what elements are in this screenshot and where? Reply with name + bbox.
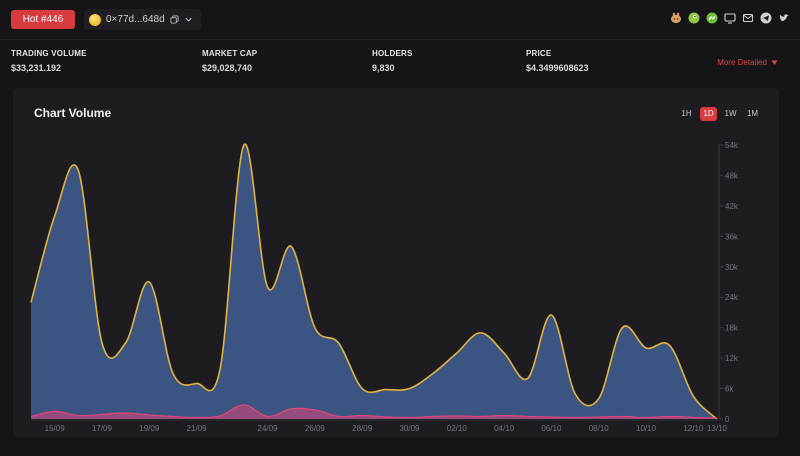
y-tick-label: 6k (725, 385, 734, 394)
x-tick-label: 08/10 (589, 424, 610, 433)
stat-value: 9,830 (372, 63, 395, 73)
stat-value: $29,028,740 (202, 63, 253, 73)
more-detailed-label: More Detailed (717, 58, 767, 67)
caret-down-icon (771, 60, 778, 65)
stat-trading-volume: TRADING VOLUME $33,231.192 (11, 49, 87, 73)
telegram-icon[interactable] (760, 12, 772, 24)
x-tick-label: 24/09 (258, 424, 279, 433)
chevron-down-icon[interactable] (184, 15, 193, 24)
token-address: 0×77d...648d (106, 14, 165, 25)
x-tick-label: 04/10 (494, 424, 515, 433)
x-tick-label: 06/10 (541, 424, 562, 433)
social-links (670, 12, 790, 24)
token-coin-icon (89, 13, 101, 26)
more-detailed-toggle[interactable]: More Detailed (717, 58, 778, 67)
range-1d[interactable]: 1D (700, 107, 717, 121)
chart-panel: Chart Volume 1H 1D 1W 1M 0 6k 12k 18k 24k 30k… (13, 88, 779, 438)
y-tick-label: 0 (725, 415, 730, 424)
token-address-selector[interactable]: 0×77d...648d (84, 9, 201, 30)
x-tick-label: 10/10 (636, 424, 657, 433)
x-tick-label: 28/09 (352, 424, 373, 433)
stat-label: HOLDERS (372, 49, 413, 58)
hot-rank-badge[interactable]: Hot #446 (11, 10, 75, 29)
x-tick-label: 02/10 (447, 424, 468, 433)
twitter-icon[interactable] (778, 12, 790, 24)
email-icon[interactable] (742, 12, 754, 24)
stat-price: PRICE $4.3499608623 (526, 49, 589, 73)
x-tick-label: 30/09 (399, 424, 420, 433)
y-tick-label: 48k (725, 171, 739, 180)
coingecko-icon[interactable] (688, 12, 700, 24)
token-stats: TRADING VOLUME $33,231.192 MARKET CAP $2… (0, 40, 800, 84)
y-tick-label: 24k (725, 293, 739, 302)
chart-title: Chart Volume (34, 106, 112, 120)
stat-value: $4.3499608623 (526, 63, 589, 73)
y-tick-label: 42k (725, 202, 739, 211)
x-tick-label: 15/09 (45, 424, 66, 433)
y-tick-label: 18k (725, 324, 739, 333)
y-tick-label: 12k (725, 354, 739, 363)
x-tick-label: 19/09 (139, 424, 160, 433)
time-range-tabs: 1H 1D 1W 1M (678, 107, 761, 121)
top-bar: Hot #446 0×77d...648d (0, 0, 800, 40)
y-tick-label: 36k (725, 232, 739, 241)
cmc-icon[interactable] (706, 12, 718, 24)
website-icon[interactable] (724, 12, 736, 24)
x-tick-label: 21/09 (187, 424, 208, 433)
stat-label: PRICE (526, 49, 552, 58)
copy-icon[interactable] (170, 15, 179, 24)
stat-market-cap: MARKET CAP $29,028,740 (202, 49, 257, 73)
stat-label: TRADING VOLUME (11, 49, 87, 58)
range-1w[interactable]: 1W (724, 109, 737, 118)
secondary-line (30, 404, 718, 419)
range-1m[interactable]: 1M (746, 109, 759, 118)
volume-area (31, 144, 717, 419)
x-tick-label: 12/10 (683, 424, 704, 433)
stat-label: MARKET CAP (202, 49, 258, 58)
y-tick-label: 30k (725, 263, 739, 272)
volume-chart: 0 6k 12k 18k 24k 30k 36k 42k 48k 54k 15/09 17/09 19/… (30, 141, 739, 433)
volume-line (30, 143, 718, 420)
x-tick-label: 26/09 (305, 424, 326, 433)
x-tick-label: 13/10 (707, 424, 728, 433)
pancake-icon[interactable] (670, 12, 682, 24)
stat-value: $33,231.192 (11, 63, 62, 73)
stat-holders: HOLDERS 9,830 (372, 49, 413, 73)
y-tick-label: 54k (725, 141, 739, 150)
range-1h[interactable]: 1H (681, 109, 692, 118)
x-tick-label: 17/09 (92, 424, 113, 433)
